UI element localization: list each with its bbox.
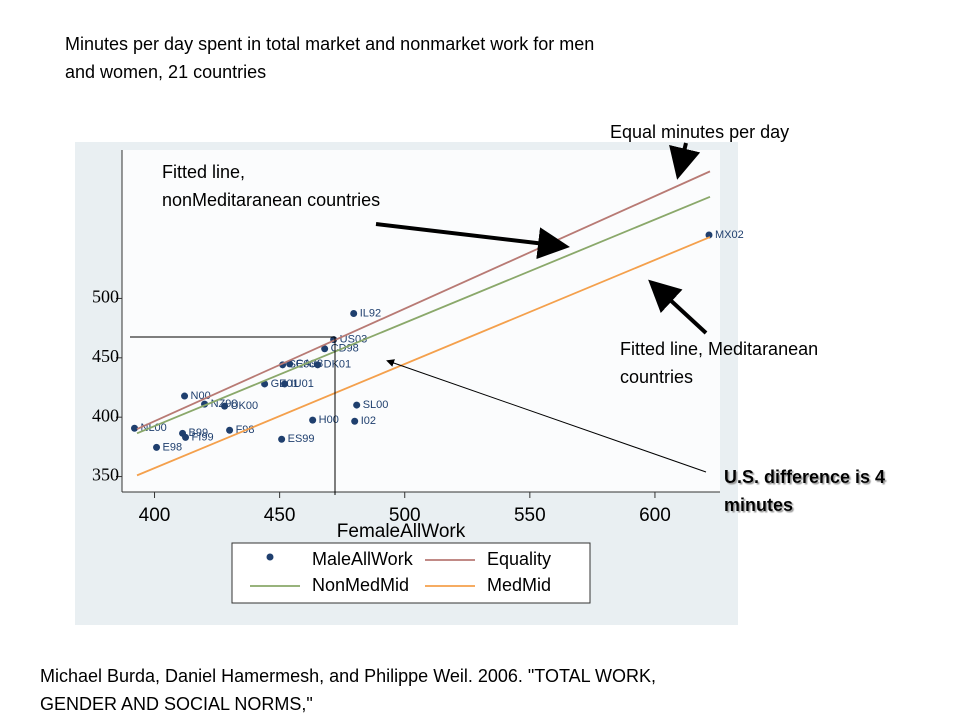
- y-tick-label: 500: [92, 287, 119, 307]
- legend-label: Equality: [487, 549, 551, 569]
- point-label: E98: [163, 441, 183, 453]
- point-label: UK00: [231, 400, 259, 412]
- y-tick-label: 450: [92, 346, 119, 366]
- arrow: [648, 279, 708, 335]
- annotation: minutes: [724, 495, 793, 515]
- point: [705, 231, 713, 239]
- point-label: I02: [361, 415, 376, 427]
- arrow: [375, 222, 570, 260]
- annotation: Equal minutes per day: [610, 122, 789, 142]
- point-label: ES99: [288, 433, 315, 445]
- point-label: DK01: [324, 359, 352, 371]
- arrow: [386, 359, 707, 473]
- legend-label: NonMedMid: [312, 575, 409, 595]
- citation: GENDER AND SOCIAL NORMS,": [40, 694, 313, 714]
- x-tick-label: 500: [389, 505, 421, 526]
- point: [221, 402, 229, 410]
- point: [350, 310, 358, 318]
- x-tick-label: 600: [639, 505, 671, 526]
- point: [278, 435, 286, 443]
- x-tick-label: 550: [514, 505, 546, 526]
- y-tick-label: 350: [92, 465, 119, 485]
- title: Minutes per day spent in total market an…: [65, 34, 594, 54]
- annotation: Fitted line, Meditaranean: [620, 339, 818, 359]
- point: [153, 443, 161, 451]
- annotation: U.S. difference is 4: [724, 467, 885, 487]
- fitted-line: [136, 195, 711, 435]
- x-tick-label: 450: [264, 505, 296, 526]
- point-label: CA98: [296, 358, 324, 370]
- citation: Michael Burda, Daniel Hamermesh, and Phi…: [40, 666, 656, 686]
- point-label: NL00: [141, 422, 167, 434]
- point-label: SL00: [363, 399, 389, 411]
- point: [181, 392, 189, 400]
- fitted-line: [136, 236, 711, 477]
- fitted-line: [136, 170, 711, 430]
- x-axis-label: FemaleAllWork: [337, 521, 466, 542]
- point-label: MX02: [715, 229, 744, 241]
- title: and women, 21 countries: [65, 62, 266, 82]
- point: [314, 361, 322, 369]
- legend-label: MaleAllWork: [312, 549, 414, 569]
- annotation: Fitted line,: [162, 162, 245, 182]
- plot-area: [122, 150, 720, 492]
- point-label: FI99: [192, 431, 214, 443]
- point: [182, 433, 190, 441]
- point-label: H00: [319, 414, 339, 426]
- point-label: US03: [340, 334, 368, 346]
- point: [131, 424, 139, 432]
- point: [309, 416, 317, 424]
- point: [281, 380, 289, 388]
- arrow: [669, 142, 701, 180]
- annotation: countries: [620, 367, 693, 387]
- y-tick-label: 400: [92, 405, 119, 425]
- point: [351, 417, 359, 425]
- point: [353, 401, 361, 409]
- point: [321, 345, 329, 353]
- legend-box: [231, 542, 591, 604]
- x-tick-label: 400: [139, 505, 171, 526]
- point-label: CD98: [331, 343, 359, 355]
- point-label: IU01: [291, 378, 314, 390]
- point-label: B99: [189, 427, 209, 439]
- legend-label: MedMid: [487, 575, 551, 595]
- legend-key: [266, 553, 274, 561]
- point-label: IL92: [360, 307, 381, 319]
- point: [226, 426, 234, 434]
- annotation: nonMeditaranean countries: [162, 190, 380, 210]
